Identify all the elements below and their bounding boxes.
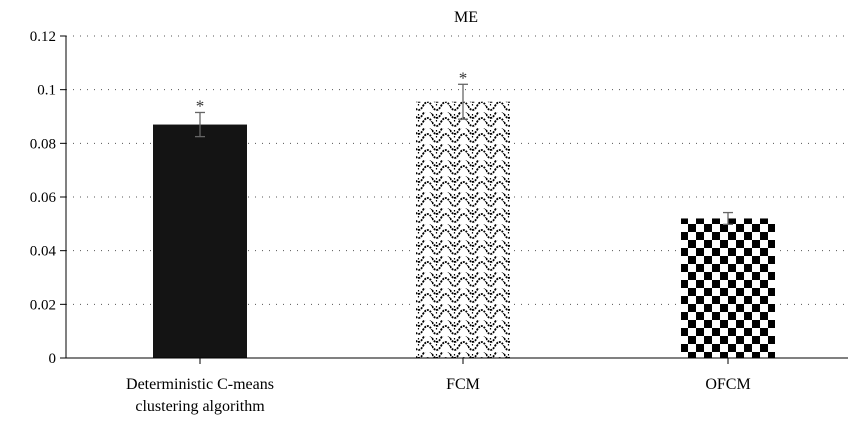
chart-title: ME xyxy=(454,9,478,26)
bar-2 xyxy=(416,101,510,358)
error-bar-2 xyxy=(458,83,468,120)
error-bar-1 xyxy=(195,111,205,138)
axes xyxy=(60,35,848,364)
labels: 0 0.02 0.04 0.06 0.08 0.1 0.12 * Deterministic C… xyxy=(30,29,751,415)
bar-1 xyxy=(153,124,247,358)
y-tick-label: 0.02 xyxy=(30,297,56,313)
y-tick-label: 0.06 xyxy=(30,190,57,206)
y-tick-label: 0.1 xyxy=(37,83,56,99)
x-category-label: clustering algorithm xyxy=(135,398,265,415)
x-category-label: FCM xyxy=(446,376,480,393)
bar-3 xyxy=(681,218,775,358)
y-tick-label: 0 xyxy=(49,351,57,367)
x-category-label: OFCM xyxy=(705,376,750,393)
significance-marker: * xyxy=(196,96,205,115)
y-tick-label: 0.04 xyxy=(30,244,57,260)
significance-marker: * xyxy=(459,68,468,87)
bars xyxy=(153,83,775,358)
x-category-label: Deterministic C-means xyxy=(126,376,274,393)
y-tick-label: 0.08 xyxy=(30,136,56,152)
y-tick-label: 0.12 xyxy=(30,29,56,45)
error-bar-3 xyxy=(723,211,733,226)
